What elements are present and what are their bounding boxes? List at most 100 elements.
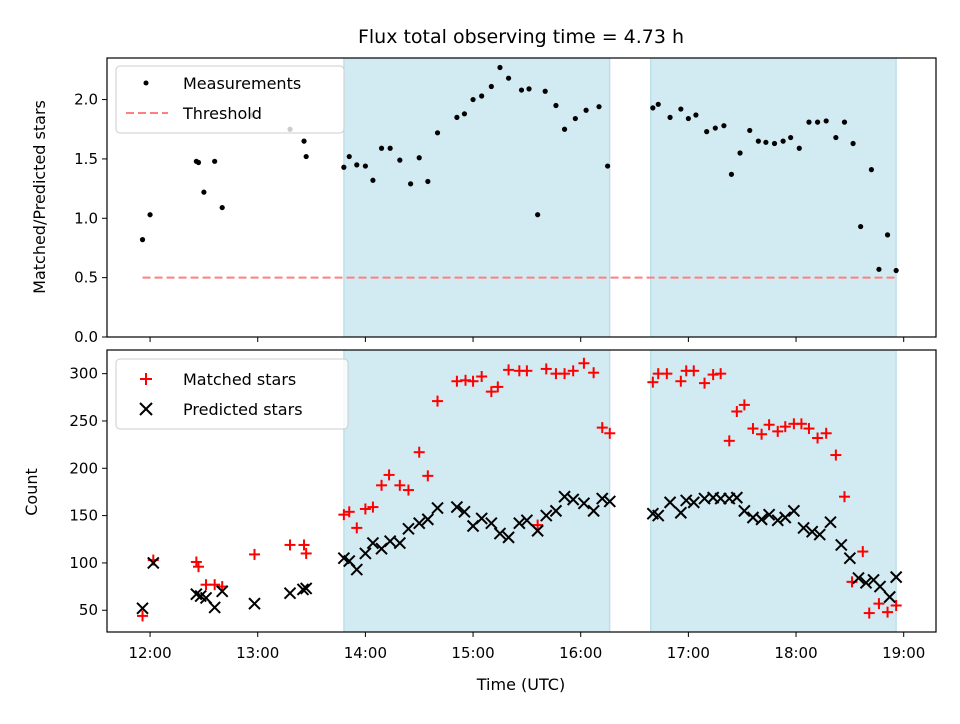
y-tick-label: 2.0 xyxy=(74,91,98,109)
matched-star-point xyxy=(873,598,885,610)
predicted-star-point xyxy=(873,580,887,593)
matched-star-point xyxy=(559,368,571,380)
matched-star-point xyxy=(588,367,600,379)
measurement-point xyxy=(788,134,794,141)
measurement-point xyxy=(884,232,891,238)
matched-star-point xyxy=(367,501,379,513)
measurement-point xyxy=(303,153,309,160)
measurement-point xyxy=(780,138,786,144)
y-tick-label: 150 xyxy=(69,507,98,525)
bottom-panel: 50 100 150 200 250 300 12:00 13:00 14:00 15:00 16:… xyxy=(22,349,937,694)
measurement-point xyxy=(387,145,393,151)
matched-star-point xyxy=(394,479,406,491)
measurement-point xyxy=(346,153,352,160)
matched-star-point xyxy=(209,579,221,591)
y-tick-label: 300 xyxy=(69,365,98,383)
measurement-point xyxy=(479,93,485,99)
measurement-point xyxy=(693,112,699,118)
matched-star-point xyxy=(540,363,552,375)
legend-measurements-marker xyxy=(143,80,149,86)
measurement-point xyxy=(747,127,753,134)
predicted-star-point xyxy=(413,516,426,530)
measurement-point xyxy=(370,177,376,183)
predicted-star-point xyxy=(485,516,498,530)
matched-star-point xyxy=(699,377,711,389)
measurement-point xyxy=(542,88,548,94)
predicted-star-point xyxy=(147,556,160,570)
predicted-star-point xyxy=(805,525,819,538)
top-plot-frame xyxy=(106,57,937,338)
legend-measurements-label: Measurements xyxy=(183,74,301,93)
measurement-point xyxy=(195,159,202,166)
y-tick-label: 200 xyxy=(69,459,98,477)
predicted-star-point xyxy=(674,506,688,519)
matched-star-point xyxy=(830,449,842,461)
matched-star-point xyxy=(688,365,700,377)
predicted-star-point xyxy=(762,508,776,521)
bottom-legend-box xyxy=(115,358,349,430)
observing-window-shade xyxy=(343,349,611,633)
matched-star-point xyxy=(503,364,515,376)
predicted-star-point xyxy=(577,497,591,510)
predicted-star-point xyxy=(531,524,544,537)
matched-star-point xyxy=(300,547,312,559)
predicted-star-point xyxy=(797,521,810,535)
measurement-point xyxy=(737,150,743,156)
measurement-point xyxy=(771,140,778,147)
matched-star-point xyxy=(193,561,205,573)
predicted-star-point xyxy=(652,509,665,522)
measurement-point xyxy=(806,119,812,125)
measurement-point xyxy=(341,164,347,170)
predicted-star-point xyxy=(513,516,526,530)
measurement-point xyxy=(655,101,661,107)
matched-star-point xyxy=(647,376,659,388)
measurement-point xyxy=(219,204,225,211)
predicted-star-point xyxy=(835,538,848,552)
x-tick-label: 14:00 xyxy=(344,644,387,662)
predicted-star-point xyxy=(738,504,751,518)
legend-threshold-label: Threshold xyxy=(182,104,262,123)
measurement-point xyxy=(147,212,153,218)
matched-star-point xyxy=(723,435,735,447)
x-tick-label: 19:00 xyxy=(882,644,925,662)
x-tick-label: 17:00 xyxy=(667,644,710,662)
legend-predicted-marker xyxy=(139,402,153,416)
measurement-point xyxy=(728,171,735,177)
predicted-star-point xyxy=(566,493,580,506)
top-panel: 0.0 0.5 1.0 1.5 2.0 Flux total observing tim… xyxy=(30,26,937,346)
predicted-star-point xyxy=(889,570,903,584)
legend-matched-label: Matched stars xyxy=(183,370,296,389)
predicted-star-point xyxy=(549,504,563,518)
matched-star-point xyxy=(359,503,371,515)
predicted-star-point xyxy=(520,514,534,527)
matched-star-point xyxy=(772,425,784,437)
matched-star-point xyxy=(863,607,875,619)
measurement-point xyxy=(893,267,899,274)
y-tick-label: 1.5 xyxy=(74,150,98,168)
matched-star-point xyxy=(467,375,479,387)
observing-window-shade xyxy=(343,57,611,338)
matched-star-point xyxy=(343,506,355,518)
matched-star-point xyxy=(284,539,296,551)
measurement-point xyxy=(796,145,802,151)
matched-star-point xyxy=(890,600,902,612)
measurement-point xyxy=(139,237,146,243)
measurement-point xyxy=(535,212,541,218)
predicted-star-point xyxy=(787,504,801,518)
measurement-point xyxy=(596,104,602,110)
measurement-point xyxy=(678,106,684,112)
measurement-point xyxy=(685,115,691,122)
legend-matched-marker xyxy=(140,373,152,385)
predicted-star-point xyxy=(366,536,380,550)
y-tick-label: 100 xyxy=(69,554,98,572)
y-tick-label: 0.0 xyxy=(74,328,98,346)
predicted-star-point xyxy=(755,513,768,526)
measurement-point xyxy=(876,266,882,272)
matched-star-point xyxy=(596,422,608,434)
predicted-star-point xyxy=(843,551,857,565)
predicted-star-point xyxy=(859,576,873,589)
x-tick-label: 18:00 xyxy=(774,644,817,662)
y-tick-label: 0.5 xyxy=(74,269,98,287)
matched-star-point xyxy=(812,432,824,444)
x-tick-label: 12:00 xyxy=(128,644,171,662)
